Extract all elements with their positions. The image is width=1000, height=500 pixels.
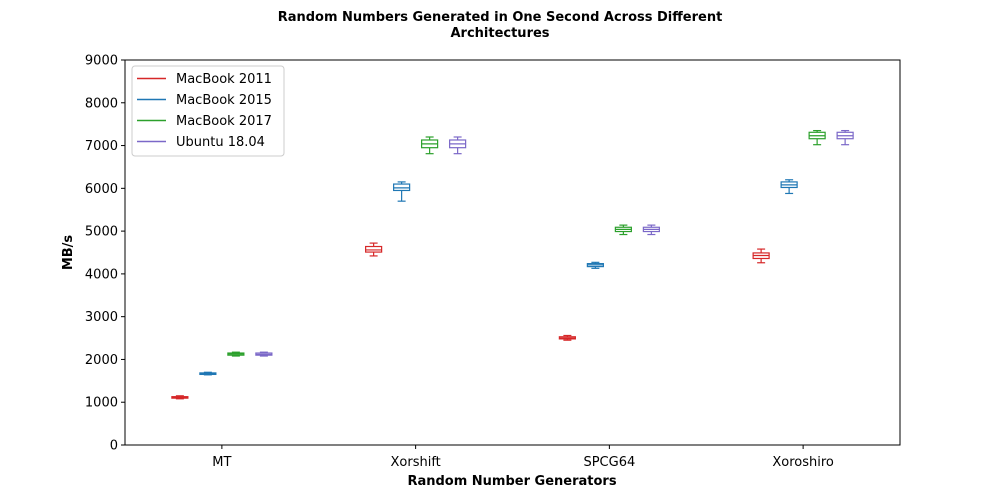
legend-label-3: Ubuntu 18.04 <box>176 135 265 150</box>
box-3-1 <box>449 136 467 155</box>
box-2-2 <box>614 224 632 236</box>
box-1-0 <box>199 371 217 376</box>
x-tick-label: MT <box>212 455 231 470</box>
box-1-2 <box>586 261 604 269</box>
y-tick-label: 8000 <box>85 96 118 111</box>
box-2-1 <box>421 136 439 155</box>
box-0-3 <box>752 248 770 264</box>
plot-frame <box>124 59 901 446</box>
box-1-3 <box>780 179 798 195</box>
x-axis-label: Random Number Generators <box>407 474 616 489</box>
box-3-0 <box>255 351 273 357</box>
y-tick-label: 9000 <box>85 54 118 69</box>
y-tick-label: 6000 <box>85 182 118 197</box>
box-2-0 <box>227 351 245 357</box>
y-axis-label: MB/s <box>61 235 76 271</box>
chart-title-line-1: Random Numbers Generated in One Second A… <box>278 10 723 25</box>
legend: MacBook 2011 MacBook 2015 MacBook 2017 Ubun… <box>131 65 285 157</box>
box-iqr <box>393 183 411 192</box>
y-tick-label: 5000 <box>85 225 118 240</box>
y-tick-label: 2000 <box>85 353 118 368</box>
y-tick-label: 3000 <box>85 310 118 325</box>
box-3-2 <box>642 224 660 236</box>
x-tick-label: SPCG64 <box>583 455 635 470</box>
x-tick-label: Xoroshiro <box>772 455 834 470</box>
y-tick-label: 7000 <box>85 139 118 154</box>
y-tick-label: 0 <box>110 439 118 454</box>
legend-label-1: MacBook 2015 <box>176 93 272 108</box>
box-3-3 <box>836 129 854 146</box>
y-tick-label: 1000 <box>85 396 118 411</box>
plot-area: 0 1000 2000 3000 4000 5000 6000 7000 8000 9000 MT X… <box>85 54 854 470</box>
box-2-3 <box>808 129 826 146</box>
box-0-2 <box>558 334 576 341</box>
x-tick-label: Xorshift <box>390 455 440 470</box>
y-tick-label: 4000 <box>85 267 118 282</box>
chart-title-line-2: Architectures <box>450 26 549 41</box>
box-0-0 <box>171 395 189 400</box>
box-iqr <box>365 245 383 253</box>
legend-label-2: MacBook 2017 <box>176 114 272 129</box>
legend-label-0: MacBook 2011 <box>176 72 272 87</box>
box-1-1 <box>393 181 411 202</box>
legend-frame <box>131 65 285 157</box>
box-0-1 <box>365 242 383 257</box>
